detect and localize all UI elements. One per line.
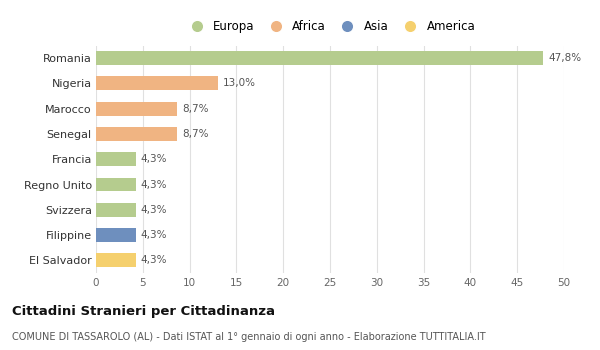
Bar: [96, 177, 136, 191]
Text: 13,0%: 13,0%: [223, 78, 256, 89]
Text: 4,3%: 4,3%: [141, 180, 167, 190]
Text: 4,3%: 4,3%: [141, 230, 167, 240]
Bar: [96, 253, 136, 267]
Bar: [96, 76, 218, 90]
Legend: Europa, Africa, Asia, America: Europa, Africa, Asia, America: [182, 18, 478, 35]
Text: Cittadini Stranieri per Cittadinanza: Cittadini Stranieri per Cittadinanza: [12, 304, 275, 317]
Text: COMUNE DI TASSAROLO (AL) - Dati ISTAT al 1° gennaio di ogni anno - Elaborazione : COMUNE DI TASSAROLO (AL) - Dati ISTAT al…: [12, 332, 485, 343]
Bar: [96, 203, 136, 217]
Bar: [96, 102, 178, 116]
Text: 8,7%: 8,7%: [182, 129, 209, 139]
Bar: [96, 152, 136, 166]
Bar: [96, 51, 544, 65]
Bar: [96, 127, 178, 141]
Text: 4,3%: 4,3%: [141, 205, 167, 215]
Bar: [96, 228, 136, 242]
Text: 47,8%: 47,8%: [548, 53, 581, 63]
Text: 4,3%: 4,3%: [141, 256, 167, 265]
Text: 4,3%: 4,3%: [141, 154, 167, 164]
Text: 8,7%: 8,7%: [182, 104, 209, 114]
